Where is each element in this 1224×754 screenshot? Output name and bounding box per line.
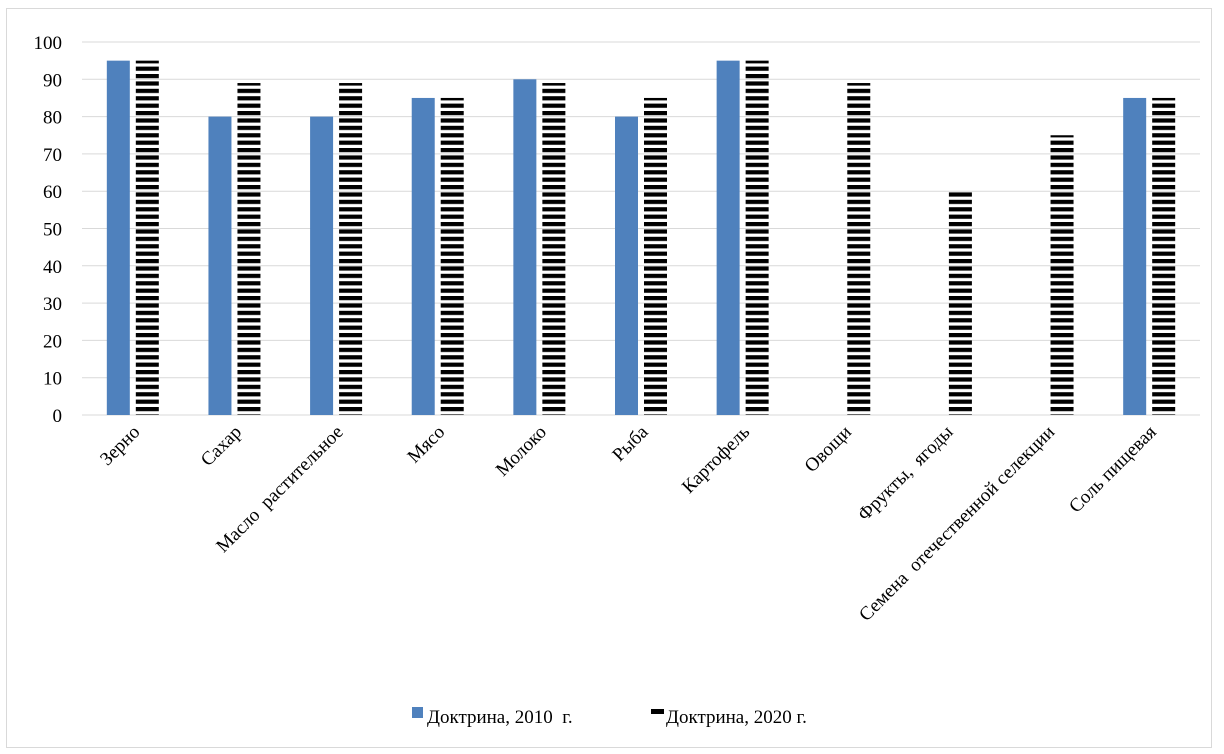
x-category-label: Сахар <box>197 422 246 471</box>
x-category-label: Семена отечественной селекции <box>855 422 1059 626</box>
bar-2020 <box>948 191 972 415</box>
bar-2020 <box>237 83 261 415</box>
y-tick-label: 0 <box>53 406 63 427</box>
bars <box>106 60 1176 416</box>
bar-2020 <box>745 60 769 416</box>
y-tick-label: 70 <box>43 145 62 166</box>
bar-2010 <box>411 97 435 415</box>
bar-2010 <box>615 116 638 415</box>
bar-2020 <box>644 97 667 415</box>
bar-2010 <box>310 116 334 415</box>
x-category-label: Картофель <box>678 421 754 497</box>
legend-label: Доктрина, 2020 г. <box>666 707 807 728</box>
legend-swatch-2020 <box>651 709 664 714</box>
y-tick-label: 30 <box>43 294 62 315</box>
gridlines <box>82 41 1200 416</box>
bar-2020 <box>440 97 464 415</box>
x-category-label: Овощи <box>801 422 856 477</box>
y-tick-label: 40 <box>43 257 62 278</box>
y-tick-label: 20 <box>43 331 62 352</box>
legend: Доктрина, 2010 г. Доктрина, 2020 г. <box>412 707 807 728</box>
bar-2010 <box>106 60 130 416</box>
legend-swatch-2010 <box>412 707 423 718</box>
bar-2010 <box>513 79 537 416</box>
bar-2020 <box>339 83 363 415</box>
bar-2010 <box>1123 97 1147 415</box>
x-category-label: Фрукты, ягоды <box>854 422 958 526</box>
bar-2010 <box>208 116 232 415</box>
y-tick-label: 60 <box>43 182 62 203</box>
y-tick-label: 80 <box>43 108 62 129</box>
y-tick-label: 100 <box>34 33 63 54</box>
x-category-label: Соль пищевая <box>1065 422 1161 518</box>
legend-label: Доктрина, 2010 г. <box>427 707 573 728</box>
y-tick-label: 50 <box>43 220 62 241</box>
x-category-label: Рыба <box>608 421 653 466</box>
bar-2020 <box>847 83 871 415</box>
y-tick-label: 90 <box>43 70 62 91</box>
x-category-label: Мясо <box>404 422 450 468</box>
y-tick-label: 10 <box>43 369 62 390</box>
y-axis-ticks: 0 10 20 30 40 50 60 70 80 90 100 <box>34 33 63 427</box>
bar-2020 <box>1152 97 1176 415</box>
x-category-label: Зерно <box>96 422 144 470</box>
x-category-label: Молоко <box>492 422 551 481</box>
bar-2020 <box>542 83 566 415</box>
bar-2020 <box>1050 135 1074 415</box>
bar-2010 <box>716 60 740 416</box>
bar-2020 <box>135 60 159 416</box>
